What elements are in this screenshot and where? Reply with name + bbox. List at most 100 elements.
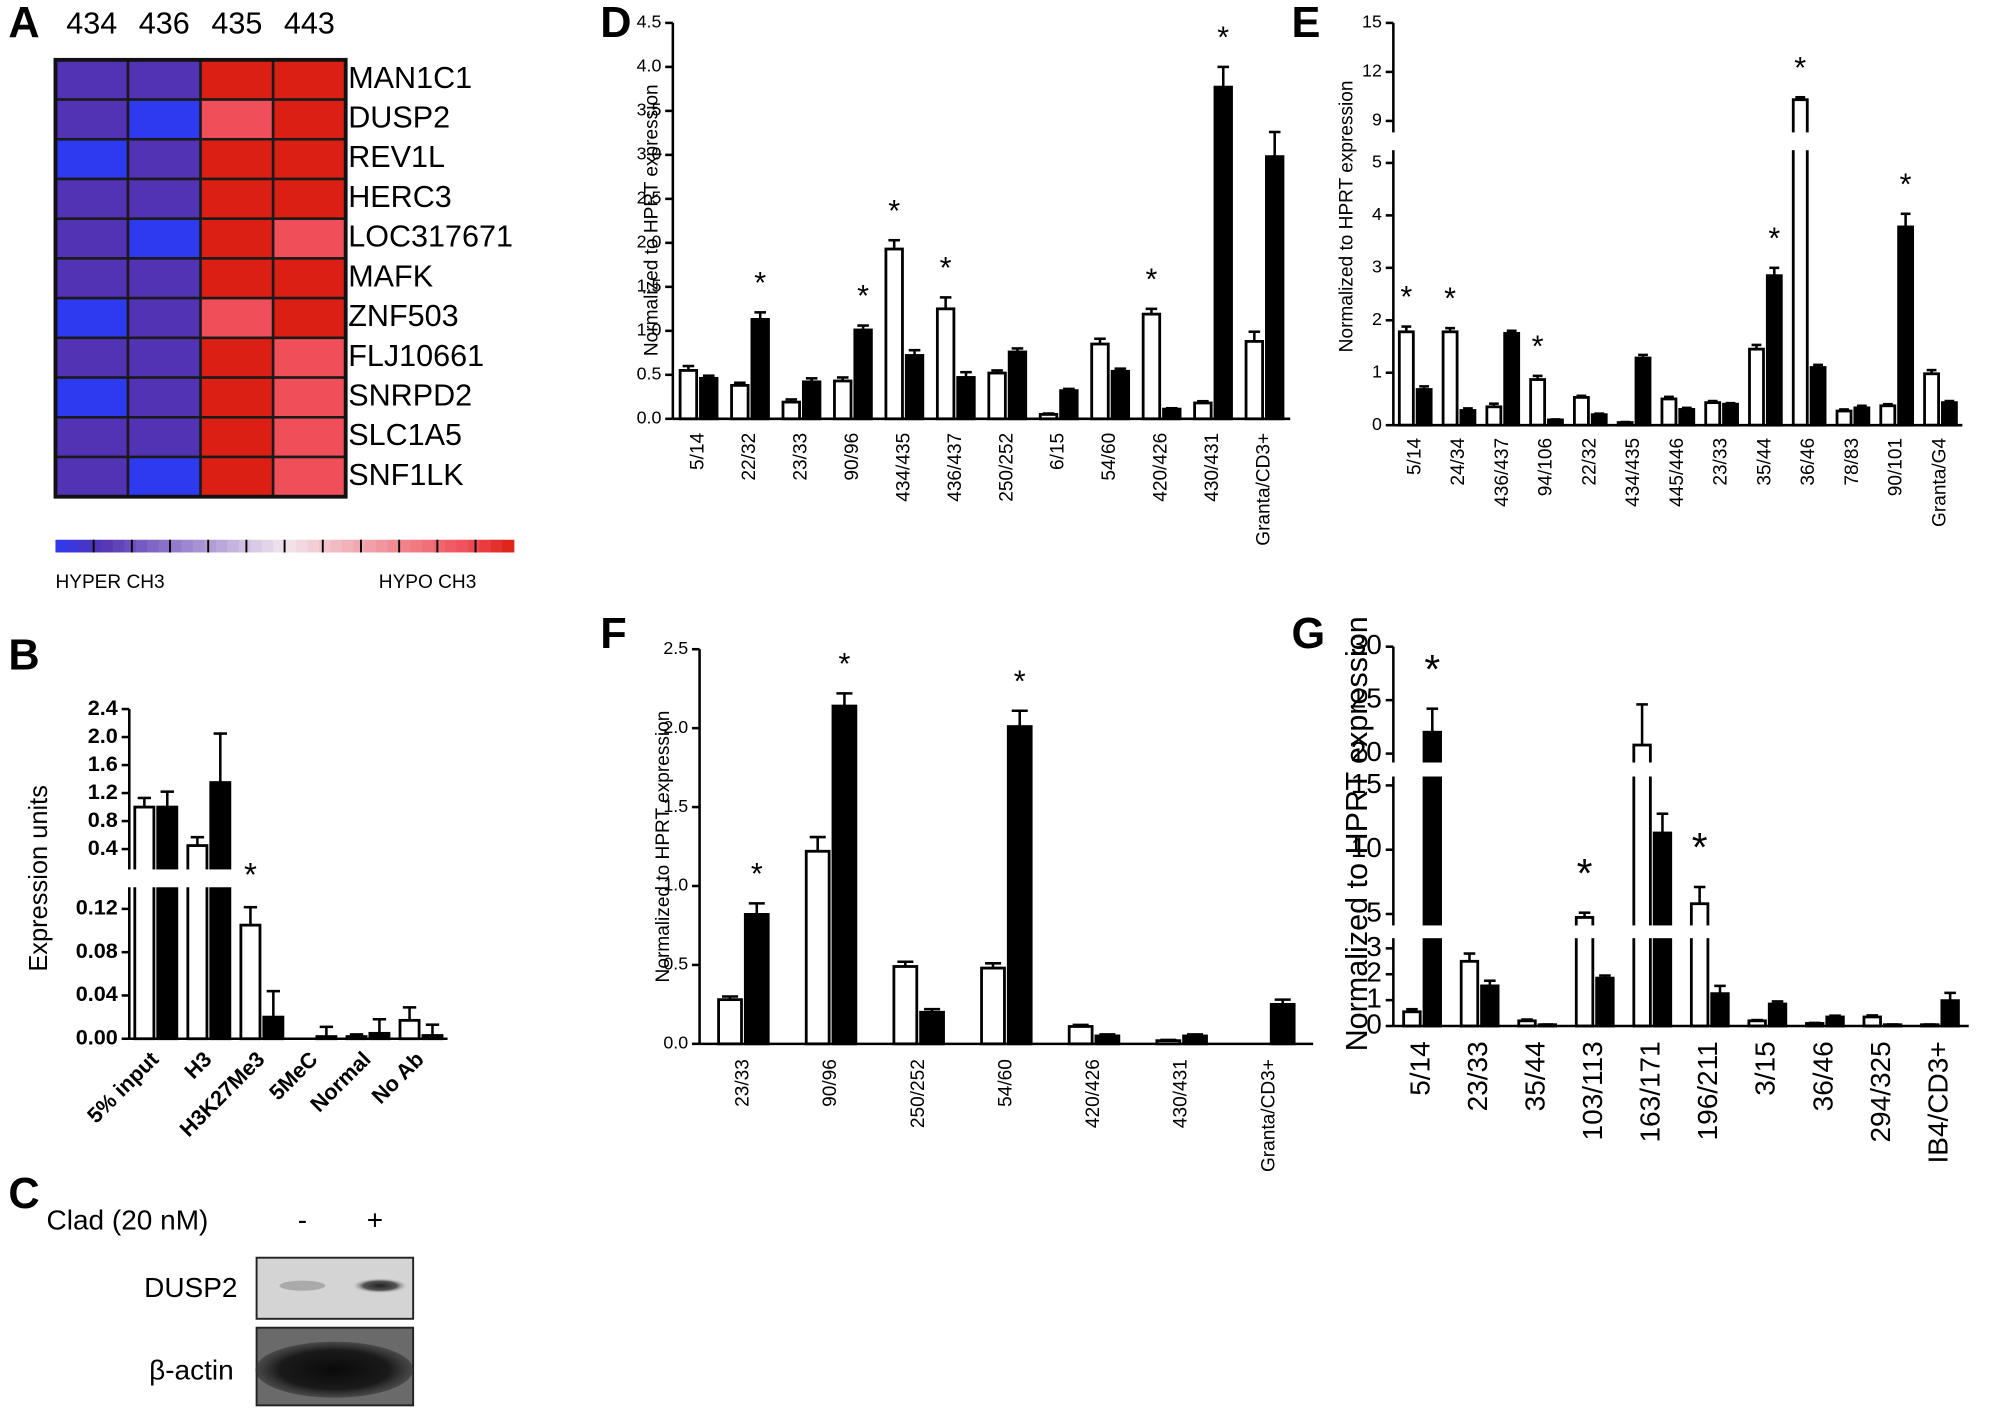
row-label: SLC1A5 bbox=[348, 418, 462, 452]
colorbar-step bbox=[55, 539, 68, 553]
row-label: ZNF503 bbox=[348, 299, 458, 333]
y-tick-label: 0.5 bbox=[663, 954, 688, 974]
bar bbox=[398, 1018, 421, 1041]
heatmap-border bbox=[53, 57, 348, 499]
heatmap-cell bbox=[271, 137, 347, 181]
heatmap-cell bbox=[126, 257, 202, 300]
y-tick-label: 1.2 bbox=[88, 779, 118, 804]
colorbar-step bbox=[364, 539, 377, 553]
y-tick-label: 10 bbox=[1351, 832, 1382, 863]
y-tick-label: 3.5 bbox=[637, 100, 662, 120]
heatmap-cell bbox=[199, 455, 275, 498]
y-tick-label: 2.0 bbox=[637, 232, 662, 252]
row-label: LOC317671 bbox=[348, 220, 513, 254]
y-tick-label: 0.0 bbox=[663, 1033, 688, 1053]
x-tick-label: 6/15 bbox=[1048, 433, 1069, 470]
x-tick-label: 250/252 bbox=[996, 433, 1017, 502]
colorbar-step bbox=[192, 539, 206, 553]
x-tick-label: 35/44 bbox=[1754, 438, 1775, 486]
heatmap-cell bbox=[199, 217, 275, 260]
significance-marker: * bbox=[1145, 262, 1157, 296]
row-label: FLJ10661 bbox=[348, 339, 484, 373]
heatmap-cell bbox=[54, 257, 130, 300]
x-tick-label: 5/14 bbox=[1404, 438, 1425, 476]
blot-band bbox=[352, 1278, 409, 1294]
y-tick-label: 2 bbox=[1366, 957, 1382, 988]
significance-marker: * bbox=[940, 251, 952, 285]
x-tick-label: 196/211 bbox=[1692, 1041, 1723, 1140]
heatmap-cell bbox=[199, 177, 275, 220]
bar bbox=[801, 380, 822, 421]
heatmap-cell bbox=[271, 416, 347, 459]
significance-marker: * bbox=[1444, 282, 1456, 316]
bar bbox=[678, 369, 699, 421]
heatmap-cell bbox=[271, 177, 347, 220]
significance-marker: * bbox=[1692, 824, 1708, 870]
y-axis-label: Normalized to HPRT expression bbox=[1337, 80, 1358, 352]
y-tick-label: 0 bbox=[1372, 414, 1382, 434]
heatmap-cell bbox=[126, 177, 202, 220]
bar bbox=[156, 805, 179, 1041]
x-tick-label: 294/325 bbox=[1865, 1041, 1896, 1142]
significance-marker: * bbox=[838, 647, 850, 681]
x-tick-label: 90/101 bbox=[1886, 438, 1907, 496]
x-tick-label: 163/171 bbox=[1635, 1041, 1666, 1142]
x-tick-label: Granta/CD3+ bbox=[1254, 433, 1275, 546]
colorbar-step bbox=[227, 539, 240, 553]
bar bbox=[980, 966, 1006, 1046]
bar bbox=[1067, 1025, 1094, 1046]
bar bbox=[209, 781, 232, 1041]
heatmap-cell bbox=[54, 98, 130, 141]
x-tick-label: 90/96 bbox=[820, 1059, 841, 1107]
colorbar-step bbox=[238, 539, 251, 553]
bar bbox=[1590, 413, 1608, 427]
x-tick-label: 24/34 bbox=[1448, 438, 1469, 486]
bar bbox=[1940, 401, 1958, 427]
heatmap-cell bbox=[54, 376, 130, 419]
x-tick-label: 22/32 bbox=[1579, 438, 1600, 486]
colorbar-step bbox=[376, 539, 389, 553]
bar bbox=[1485, 405, 1503, 427]
heatmap-cell bbox=[126, 416, 202, 459]
blot-band bbox=[255, 1341, 414, 1398]
heatmap-cell bbox=[199, 336, 275, 379]
heatmap-cell bbox=[126, 137, 202, 181]
bar bbox=[853, 328, 873, 421]
colorbar-step bbox=[181, 539, 194, 553]
heatmap-cell bbox=[54, 296, 130, 340]
bar bbox=[1090, 342, 1110, 421]
column-label: 435 bbox=[211, 7, 262, 41]
colorbar-step bbox=[101, 539, 114, 553]
y-tick-label: 15 bbox=[1362, 12, 1382, 32]
x-tick-label: 3/15 bbox=[1750, 1041, 1781, 1096]
x-tick-label: No Ab bbox=[366, 1046, 428, 1108]
heatmap-cell bbox=[271, 455, 347, 498]
bar bbox=[987, 371, 1007, 421]
panel-letter: D bbox=[600, 0, 631, 47]
bar bbox=[1573, 395, 1590, 427]
row-label: HERC3 bbox=[348, 180, 452, 214]
colorbar-step bbox=[353, 539, 366, 553]
bar bbox=[1660, 397, 1678, 427]
colorbar-step bbox=[341, 539, 354, 553]
significance-marker: * bbox=[1900, 167, 1912, 201]
row-label: SNF1LK bbox=[348, 458, 464, 492]
x-tick-label: 23/33 bbox=[791, 433, 812, 481]
x-tick-label: 23/33 bbox=[1462, 1041, 1493, 1111]
y-tick-label: 25 bbox=[1351, 683, 1382, 714]
significance-marker: * bbox=[1400, 280, 1412, 314]
colorbar-step bbox=[170, 539, 183, 553]
panel-letter: F bbox=[600, 610, 626, 658]
y-tick-label: 0.4 bbox=[88, 835, 118, 860]
heatmap-cell bbox=[126, 98, 202, 141]
colorbar-step bbox=[261, 539, 274, 553]
x-tick-label: 436/437 bbox=[945, 433, 966, 502]
axis-break bbox=[1380, 762, 1972, 777]
x-tick-label: Granta/CD3+ bbox=[1258, 1059, 1279, 1172]
bar bbox=[1940, 999, 1960, 1028]
lane-label: + bbox=[367, 1204, 383, 1235]
colorbar-step bbox=[250, 539, 263, 553]
bar bbox=[804, 849, 831, 1046]
bar bbox=[1503, 331, 1521, 427]
